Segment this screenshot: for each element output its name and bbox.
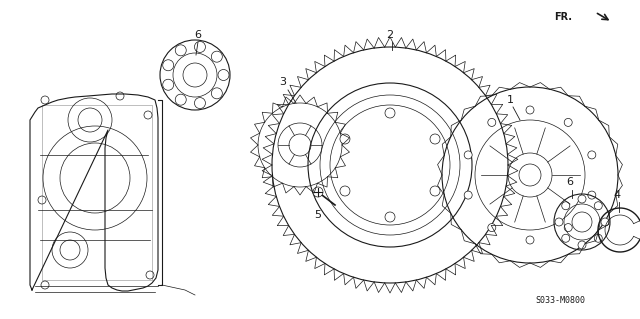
- Circle shape: [555, 218, 563, 226]
- Text: 5: 5: [314, 210, 321, 220]
- Circle shape: [385, 212, 395, 222]
- Circle shape: [564, 224, 572, 232]
- Circle shape: [578, 241, 586, 249]
- Circle shape: [385, 108, 395, 118]
- Text: 3: 3: [280, 77, 287, 87]
- Circle shape: [488, 118, 496, 126]
- Text: S033-M0800: S033-M0800: [535, 296, 585, 305]
- Circle shape: [195, 98, 205, 108]
- Circle shape: [175, 45, 186, 56]
- Text: FR.: FR.: [554, 12, 572, 22]
- Circle shape: [340, 134, 350, 144]
- Text: 6: 6: [566, 177, 573, 187]
- Circle shape: [562, 234, 570, 242]
- Circle shape: [578, 195, 586, 203]
- Circle shape: [464, 151, 472, 159]
- Circle shape: [340, 186, 350, 196]
- Circle shape: [313, 187, 323, 197]
- Circle shape: [464, 191, 472, 199]
- Circle shape: [211, 51, 222, 62]
- Circle shape: [526, 236, 534, 244]
- Circle shape: [163, 60, 173, 71]
- Text: 4: 4: [613, 190, 621, 200]
- Circle shape: [430, 134, 440, 144]
- Circle shape: [488, 224, 496, 232]
- Circle shape: [175, 94, 186, 105]
- Circle shape: [564, 118, 572, 126]
- Circle shape: [218, 70, 229, 80]
- Circle shape: [211, 88, 222, 99]
- Circle shape: [588, 191, 596, 199]
- Circle shape: [430, 186, 440, 196]
- Circle shape: [526, 106, 534, 114]
- Text: 6: 6: [195, 30, 202, 40]
- Circle shape: [163, 79, 173, 90]
- Text: 2: 2: [387, 30, 394, 40]
- Circle shape: [562, 202, 570, 210]
- Circle shape: [595, 234, 602, 242]
- Circle shape: [601, 218, 609, 226]
- Circle shape: [588, 151, 596, 159]
- Text: 1: 1: [506, 95, 513, 105]
- Circle shape: [195, 41, 205, 52]
- Circle shape: [595, 202, 602, 210]
